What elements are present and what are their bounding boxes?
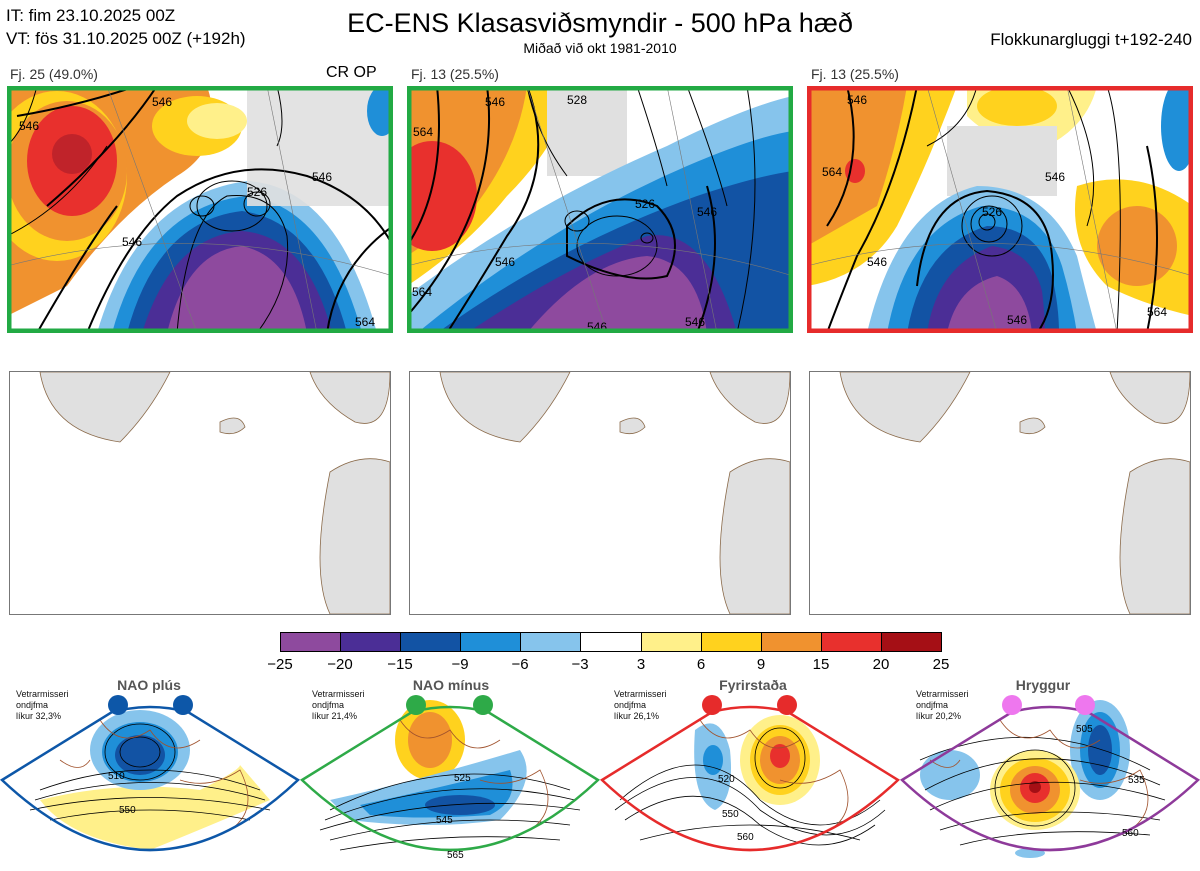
- cluster-2-contour-label: 546: [485, 95, 505, 109]
- colorbar-swatch: [581, 633, 642, 651]
- colorbar-swatch: [821, 633, 882, 651]
- colorbar-tick: −15: [387, 656, 413, 673]
- outline-map-1[interactable]: [9, 371, 391, 615]
- colorbar-swatch: [281, 633, 342, 651]
- regime-dot: [1075, 695, 1095, 715]
- colorbar-swatch: [401, 633, 462, 651]
- cluster-3-contour-label: 546: [1007, 313, 1027, 327]
- colorbar-tick: 25: [932, 656, 950, 673]
- regime-dot: [108, 695, 128, 715]
- regime-note-nao-minus: Vetrarmisseri ondjfma líkur 21,4%: [312, 689, 365, 721]
- regime-note-blocking: Vetrarmisseri ondjfma líkur 26,1%: [614, 689, 667, 721]
- header-info: IT: fim 23.10.2025 00Z VT: fös 31.10.202…: [6, 4, 246, 50]
- regime-contour-label: 505: [1076, 724, 1093, 735]
- colorbar-swatch: [881, 633, 942, 651]
- cluster-3-label: Fj. 13 (25.5%): [811, 66, 899, 82]
- colorbar-tick: −6: [511, 656, 529, 673]
- colorbar-tick: 3: [636, 656, 646, 673]
- regime-dot: [777, 695, 797, 715]
- cluster-3-frame: [807, 86, 1193, 333]
- colorbar-swatch: [521, 633, 582, 651]
- cluster-3-contour-label: 546: [867, 255, 887, 269]
- regime-contour-label: 520: [718, 774, 735, 785]
- colorbar-tick: −25: [267, 656, 293, 673]
- regime-dot: [702, 695, 722, 715]
- regime-contour-label: 535: [1128, 775, 1145, 786]
- cluster-1-frame: [7, 86, 393, 333]
- colorbar-tick: −20: [327, 656, 353, 673]
- cluster-1-contour-label: 546: [312, 170, 332, 184]
- page-title: EC-ENS Klasasviðsmyndir - 500 hPa hæð: [347, 8, 853, 38]
- cluster-2-contour-label: 564: [412, 285, 432, 299]
- cluster-2-frame: [407, 86, 793, 333]
- init-time: IT: fim 23.10.2025 00Z: [6, 6, 176, 25]
- colorbar: [280, 632, 942, 652]
- cluster-2-contour-label: 528: [567, 93, 587, 107]
- regime-title-ridge: Hryggur: [1015, 677, 1071, 693]
- cluster-1-label: Fj. 25 (49.0%): [10, 66, 98, 82]
- regime-contour-label: 525: [454, 773, 471, 784]
- regime-contour-label: 510: [108, 771, 125, 782]
- regime-contour-label: 550: [119, 805, 136, 816]
- cluster-3-contour-label: 526: [982, 205, 1002, 219]
- cluster-1-contour-label: 546: [19, 119, 39, 133]
- cluster-2-map[interactable]: 546 528 564 546 546 546 564 526 546: [407, 86, 793, 333]
- regime-map-ridge[interactable]: 505 535 560: [899, 695, 1200, 858]
- regime-dot: [173, 695, 193, 715]
- cluster-2-contour-label: 564: [413, 125, 433, 139]
- cluster-1-contour-label: 526: [247, 185, 267, 199]
- colorbar-tick: −9: [451, 656, 469, 673]
- colorbar-swatch: [701, 633, 762, 651]
- cluster-3-contour-label: 564: [1147, 305, 1167, 319]
- colorbar-swatch: [341, 633, 402, 651]
- cluster-2-contour-label: 546: [685, 315, 705, 329]
- valid-time: VT: fös 31.10.2025 00Z (+192h): [6, 29, 246, 48]
- cluster-window: Flokkunargluggi t+192-240: [990, 30, 1192, 49]
- outline-map-3[interactable]: [809, 371, 1191, 615]
- regime-dot: [473, 695, 493, 715]
- regime-contour-label: 565: [447, 850, 464, 861]
- colorbar-tick: 15: [812, 656, 830, 673]
- cluster-1-contour-label: 564: [355, 315, 375, 329]
- regime-title-nao-plus: NAO plús: [117, 677, 181, 693]
- colorbar-swatch: [461, 633, 522, 651]
- regime-dot: [406, 695, 426, 715]
- cluster-3-contour-label: 546: [1045, 170, 1065, 184]
- cluster-2-contour-label: 526: [635, 197, 655, 211]
- cluster-1-contour-label: 546: [152, 95, 172, 109]
- colorbar-tick: 20: [872, 656, 890, 673]
- regime-contour-label: 545: [436, 815, 453, 826]
- regime-note-ridge: Vetrarmisseri ondjfma líkur 20,2%: [916, 689, 969, 721]
- cluster-1-tag: CR OP: [326, 64, 377, 81]
- cluster-2-label: Fj. 13 (25.5%): [411, 66, 499, 82]
- colorbar-swatch: [761, 633, 822, 651]
- regime-contour-label: 560: [737, 832, 754, 843]
- cluster-3-contour-label: 546: [847, 93, 867, 107]
- regime-title-nao-minus: NAO mínus: [412, 677, 490, 693]
- cluster-1-contour-label: 546: [122, 235, 142, 249]
- cluster-2-contour-label: 546: [697, 205, 717, 219]
- regime-map-nao-plus[interactable]: 510 550: [0, 695, 301, 852]
- regime-title-blocking: Fyrirstaða: [719, 677, 787, 693]
- cluster-1-map[interactable]: 546 546 546 526 546 564: [7, 86, 393, 333]
- regime-contour-label: 560: [1122, 828, 1139, 839]
- regime-map-nao-minus[interactable]: 525 545 565: [299, 695, 601, 861]
- colorbar-swatch: [641, 633, 702, 651]
- cluster-3-contour-label: 564: [822, 165, 842, 179]
- colorbar-tick: 6: [696, 656, 706, 673]
- regime-map-blocking[interactable]: 520 550 560: [599, 695, 901, 852]
- regime-note-nao-plus: Vetrarmisseri ondjfma líkur 32,3%: [16, 689, 69, 721]
- regime-contour-label: 550: [722, 809, 739, 820]
- page-subtitle: Miðað við okt 1981-2010: [523, 40, 677, 56]
- cluster-2-contour-label: 546: [495, 255, 515, 269]
- colorbar-tick: −3: [571, 656, 589, 673]
- outline-map-2[interactable]: [409, 371, 791, 615]
- regime-dot: [1002, 695, 1022, 715]
- regime-maps: 510 550 525 545 565: [0, 695, 1200, 861]
- colorbar-tick: 9: [756, 656, 766, 673]
- cluster-3-map[interactable]: 546 564 546 526 546 564 546: [807, 86, 1193, 333]
